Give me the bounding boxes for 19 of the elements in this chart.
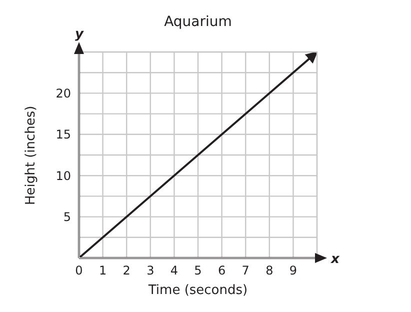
x-tick-label: 0 — [75, 264, 83, 278]
x-tick-label: 7 — [242, 264, 250, 278]
text: y — [75, 27, 84, 42]
x-tick-label: 4 — [170, 264, 178, 278]
x-tick-label: 2 — [122, 264, 130, 278]
y-tick-label: 20 — [56, 86, 71, 100]
x-tick-label: 9 — [289, 264, 298, 278]
y-axis-title: Height (inches) — [24, 106, 39, 205]
x-axis-title: Time (seconds) — [147, 283, 248, 298]
text: x — [330, 252, 340, 267]
chart-title: Aquarium — [164, 14, 232, 30]
y-tick-label: 10 — [56, 168, 71, 183]
x-tick-label: 3 — [146, 264, 154, 278]
x-tick-label: 5 — [194, 264, 202, 278]
x-tick-label: 1 — [98, 264, 107, 278]
y-tick-label: 5 — [63, 210, 71, 224]
y-tick-label: 15 — [56, 128, 71, 142]
x-tick-label: 6 — [218, 264, 226, 278]
x-tick-label: 8 — [266, 264, 274, 278]
